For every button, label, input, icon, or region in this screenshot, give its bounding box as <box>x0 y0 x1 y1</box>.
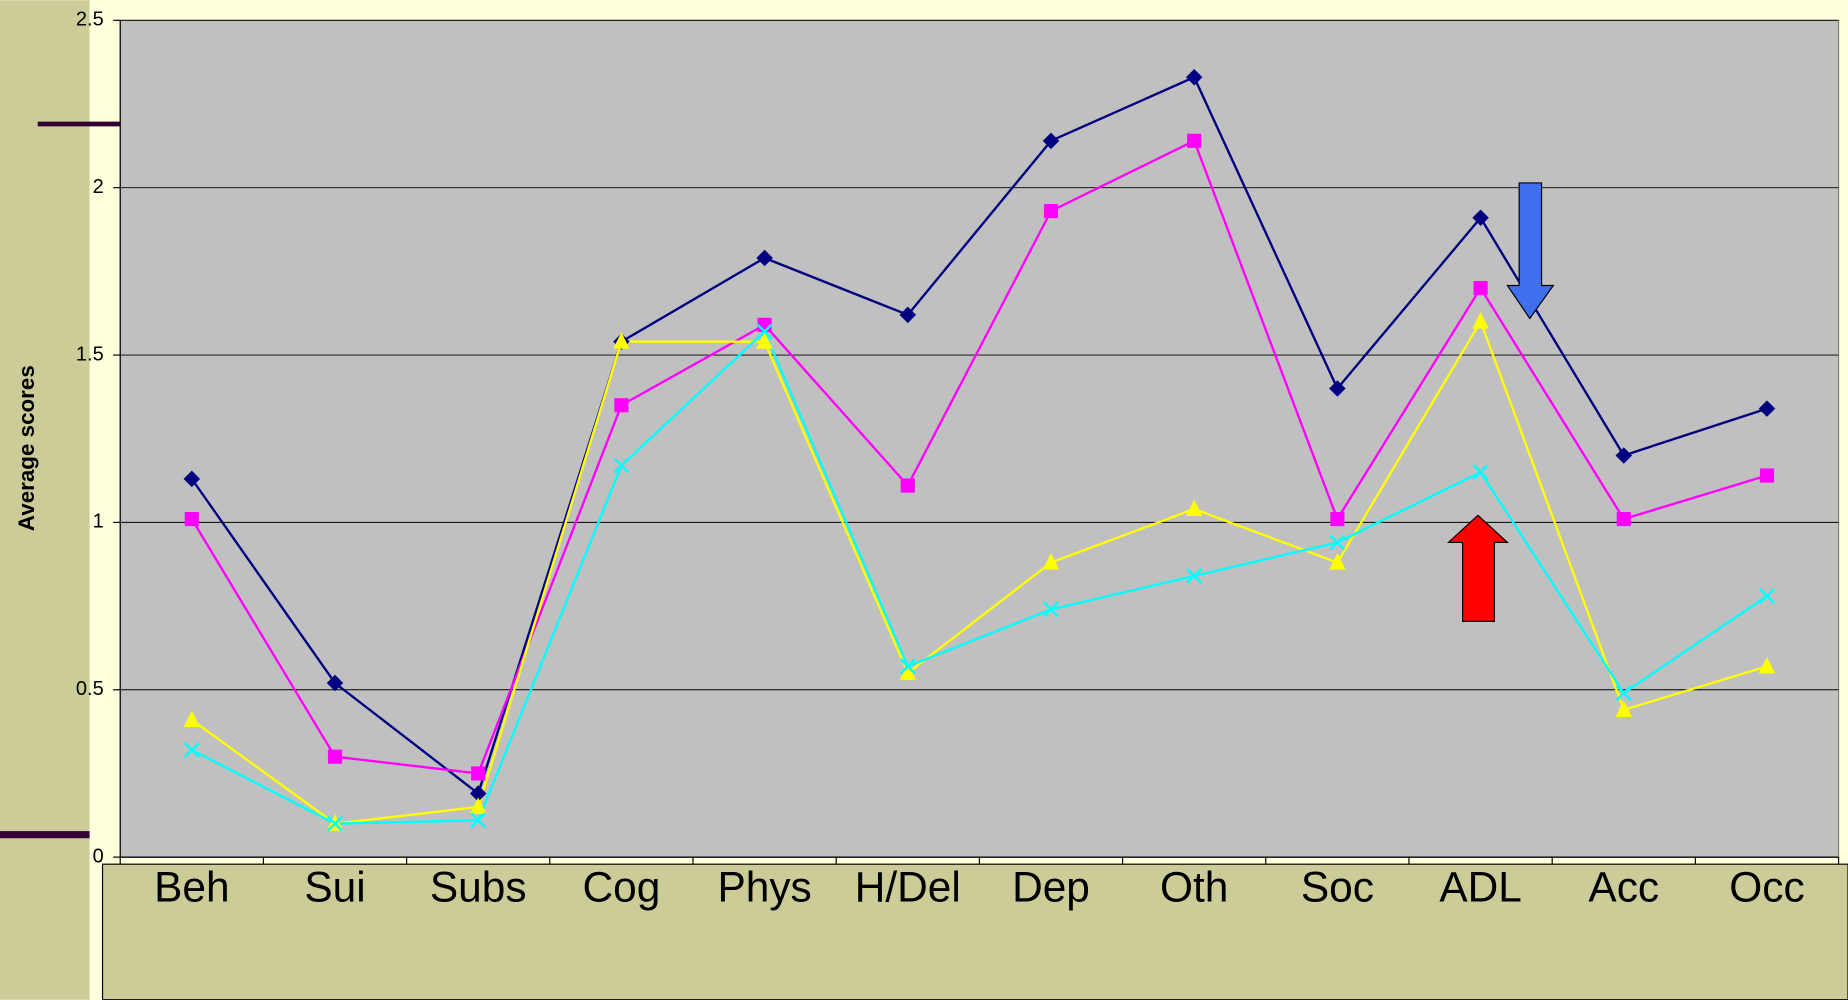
point <box>1042 553 1060 570</box>
series-line <box>190 75 1768 796</box>
x-tick-label: Dep <box>1012 863 1090 910</box>
point <box>1185 499 1203 517</box>
point <box>471 766 486 781</box>
point <box>1473 281 1488 296</box>
red-arrow <box>1446 514 1509 622</box>
x-tick-label: H/Del <box>855 863 961 910</box>
y-axis-label: Average scores <box>14 365 39 531</box>
x-tick-label: Beh <box>154 863 229 910</box>
x-tick-label: Occ <box>1729 863 1804 910</box>
point <box>1616 511 1631 527</box>
point <box>1329 534 1346 551</box>
x-tick-label: Phys <box>717 863 811 910</box>
blue-arrow <box>1506 182 1555 320</box>
point <box>1185 68 1203 86</box>
point <box>184 511 199 527</box>
point <box>756 332 773 349</box>
y-tick-label: 0.5 <box>76 678 104 700</box>
point <box>1615 447 1633 464</box>
point <box>1472 209 1489 227</box>
point <box>1615 685 1632 702</box>
point <box>1329 553 1346 570</box>
point <box>469 797 487 814</box>
point <box>900 478 915 493</box>
x-tick-label: Subs <box>430 863 527 910</box>
marks: 0 0.5 1 1.5 2 2.5 Beh Sui Subs Cog Phys H/Del Dep Oth… <box>76 9 1840 910</box>
point <box>1187 133 1202 148</box>
series-line <box>190 139 1768 775</box>
point <box>614 398 629 413</box>
y-tick-label: 2 <box>93 176 104 198</box>
point <box>1186 568 1203 584</box>
point <box>327 815 343 832</box>
point <box>1329 380 1346 397</box>
point <box>470 812 487 829</box>
point <box>756 323 773 340</box>
x-tick-label: Sui <box>304 863 365 910</box>
point <box>326 674 344 692</box>
point <box>1472 464 1489 481</box>
point <box>757 317 772 332</box>
point <box>469 785 487 802</box>
point <box>613 332 630 349</box>
x-tick-label: ADL <box>1439 863 1522 910</box>
point <box>1042 132 1060 150</box>
point <box>1472 312 1489 329</box>
x-tick-label: Oth <box>1160 863 1228 910</box>
point <box>613 457 630 474</box>
point <box>1759 588 1775 604</box>
x-tick-label: Acc <box>1588 863 1659 910</box>
category-box <box>101 863 1848 1000</box>
point <box>1615 700 1633 717</box>
series-line <box>191 329 1768 825</box>
point <box>183 710 201 727</box>
series-line <box>191 318 1768 825</box>
point <box>1043 601 1059 618</box>
point <box>1330 511 1345 527</box>
point <box>327 749 343 764</box>
point <box>1759 468 1775 483</box>
point <box>183 742 200 758</box>
point <box>1758 400 1776 417</box>
point <box>899 663 917 681</box>
y-tick-label: 2.5 <box>76 9 104 31</box>
y-tick-label: 0 <box>93 845 104 867</box>
point <box>183 470 201 488</box>
point <box>1043 204 1059 219</box>
point <box>1758 656 1776 674</box>
point <box>756 249 773 267</box>
y-tick-label: 1.5 <box>76 343 104 365</box>
point <box>899 658 916 675</box>
y-tick-label: 1 <box>93 511 104 533</box>
x-tick-label: Cog <box>583 863 661 910</box>
x-tick-label: Soc <box>1301 863 1374 910</box>
point <box>899 306 917 324</box>
plot-area <box>119 19 1840 858</box>
